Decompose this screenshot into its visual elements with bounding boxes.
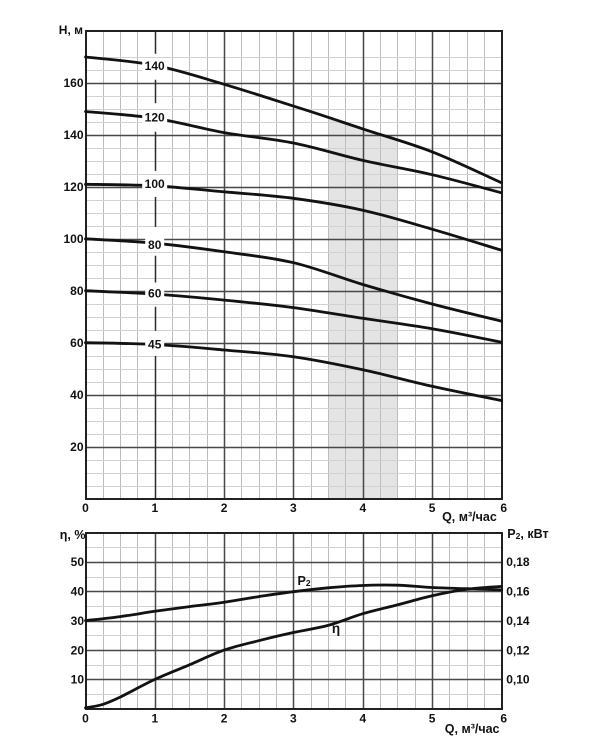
svg-text:0,12: 0,12	[506, 643, 530, 657]
svg-text:η, %: η, %	[60, 528, 86, 542]
svg-text:20: 20	[70, 440, 84, 454]
svg-text:60: 60	[70, 336, 84, 350]
svg-text:Р2, кВт: Р2, кВт	[507, 527, 548, 541]
svg-text:Р2: Р2	[298, 574, 311, 588]
svg-text:20: 20	[71, 643, 85, 657]
svg-text:3: 3	[290, 711, 297, 725]
svg-text:4: 4	[359, 711, 366, 725]
svg-text:100: 100	[63, 232, 83, 246]
svg-text:2: 2	[221, 501, 228, 515]
svg-text:0: 0	[82, 711, 89, 725]
svg-text:60: 60	[148, 287, 162, 301]
svg-text:Н, м: Н, м	[59, 23, 83, 37]
svg-text:50: 50	[71, 555, 85, 569]
svg-text:140: 140	[63, 128, 83, 142]
svg-text:40: 40	[71, 585, 85, 599]
svg-text:140: 140	[145, 59, 165, 73]
svg-text:40: 40	[70, 388, 84, 402]
svg-text:0,16: 0,16	[506, 585, 530, 599]
svg-text:80: 80	[70, 284, 84, 298]
svg-text:3: 3	[290, 501, 297, 515]
svg-text:5: 5	[429, 501, 436, 515]
svg-text:0,18: 0,18	[506, 555, 530, 569]
svg-text:0: 0	[82, 501, 89, 515]
svg-text:6: 6	[500, 711, 507, 725]
svg-text:100: 100	[145, 177, 165, 191]
svg-text:η: η	[332, 621, 340, 636]
svg-text:45: 45	[148, 337, 162, 351]
svg-text:10: 10	[71, 673, 85, 687]
svg-text:4: 4	[359, 501, 366, 515]
svg-text:6: 6	[500, 501, 507, 515]
svg-text:1: 1	[151, 501, 158, 515]
svg-text:160: 160	[63, 76, 83, 90]
svg-text:120: 120	[145, 111, 165, 125]
svg-text:1: 1	[151, 711, 158, 725]
svg-text:120: 120	[63, 180, 83, 194]
svg-text:0,14: 0,14	[506, 614, 530, 628]
svg-text:30: 30	[71, 614, 85, 628]
svg-text:Q, м³/час: Q, м³/час	[445, 722, 500, 736]
svg-text:2: 2	[221, 711, 228, 725]
svg-text:Q, м³/час: Q, м³/час	[442, 510, 497, 524]
svg-text:80: 80	[148, 238, 162, 252]
svg-text:0,10: 0,10	[506, 673, 530, 687]
svg-text:5: 5	[429, 711, 436, 725]
